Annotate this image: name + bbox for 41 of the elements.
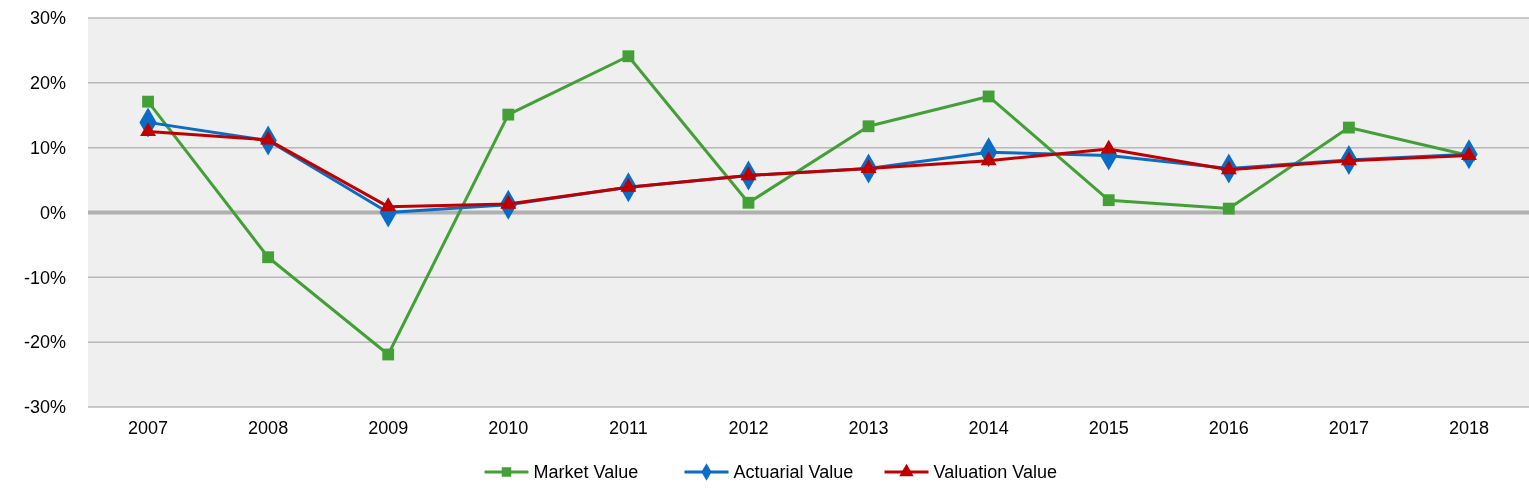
x-tick-label: 2007 [128,418,169,438]
point [622,50,635,63]
point [982,90,995,103]
point [740,166,757,181]
point [742,196,755,209]
x-tick-label: 2009 [368,418,409,438]
x-tick-label: 2012 [728,418,769,438]
point [1222,202,1235,215]
point [862,120,875,133]
point [142,95,154,108]
point [860,159,877,174]
point [1102,194,1115,207]
x-tick-label: 2010 [488,418,529,438]
point [502,108,515,121]
x-tick-label: 2015 [1088,418,1129,438]
legend-label: Market Value [533,462,639,483]
y-tick-label: 0% [39,202,66,223]
y-tick-label: 10% [29,137,66,158]
x-tick-label: 2018 [1448,418,1489,438]
x-tick-label: 2014 [968,418,1009,438]
point [1220,160,1237,175]
legend-label: Valuation Value [933,462,1057,483]
y-tick-label: 30% [29,8,66,29]
point [980,151,997,166]
y-tick-label: -20% [23,332,66,353]
y-tick-label: -30% [23,397,66,418]
x-tick-label: 2011 [609,418,648,438]
y-tick-label: -10% [23,267,66,288]
y-tick-label: 20% [29,73,66,94]
point [262,251,275,264]
legend-label: Actuarial Value [733,462,854,483]
x-tick-label: 2013 [848,418,889,438]
point [1342,121,1355,134]
x-tick-label: 2008 [248,418,289,438]
point [382,348,395,361]
point [1340,151,1357,166]
x-tick-label: 2017 [1328,418,1369,438]
point [620,178,637,192]
point [1100,139,1117,154]
x-tick-label: 2016 [1208,418,1249,438]
point [500,194,517,209]
